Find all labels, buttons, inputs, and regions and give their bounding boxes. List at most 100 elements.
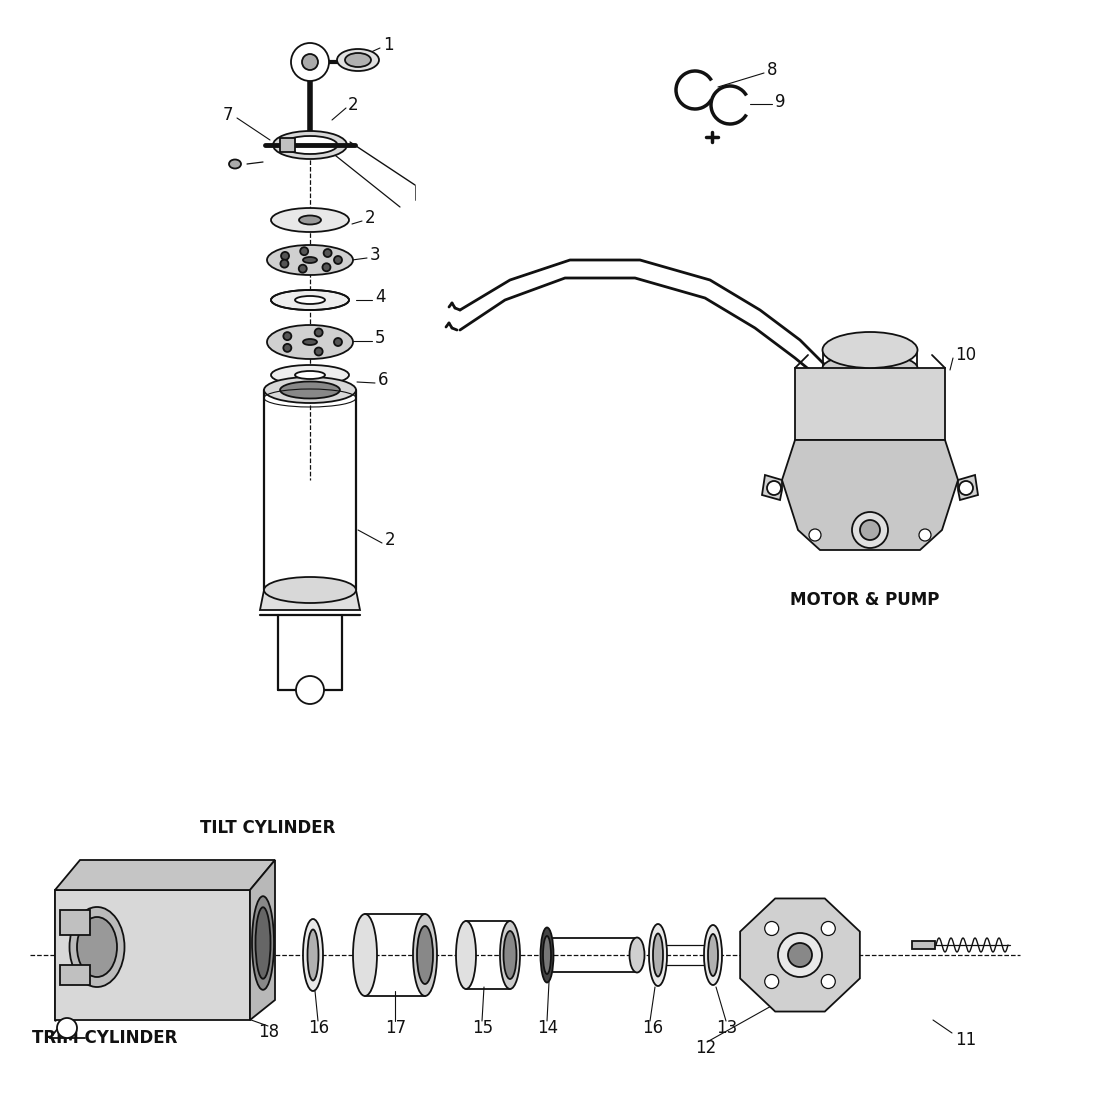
Ellipse shape — [704, 925, 722, 985]
Ellipse shape — [823, 332, 917, 368]
Circle shape — [299, 265, 307, 273]
Circle shape — [334, 338, 342, 346]
Ellipse shape — [299, 216, 321, 224]
Text: 11: 11 — [955, 1031, 977, 1049]
Ellipse shape — [295, 296, 324, 304]
Text: 2: 2 — [348, 96, 359, 114]
Ellipse shape — [543, 936, 551, 974]
Circle shape — [57, 1018, 77, 1038]
Polygon shape — [782, 440, 958, 550]
Circle shape — [296, 676, 324, 704]
Polygon shape — [740, 899, 860, 1012]
Ellipse shape — [412, 914, 437, 996]
Ellipse shape — [77, 917, 117, 977]
Polygon shape — [260, 590, 360, 610]
Ellipse shape — [292, 43, 329, 81]
Text: 1: 1 — [383, 36, 394, 54]
Ellipse shape — [264, 578, 356, 603]
Ellipse shape — [271, 290, 349, 310]
Ellipse shape — [252, 896, 274, 990]
Text: 18: 18 — [258, 1023, 279, 1041]
Text: 17: 17 — [385, 1019, 406, 1037]
Ellipse shape — [540, 927, 553, 982]
Text: 7: 7 — [223, 106, 233, 124]
Circle shape — [767, 481, 781, 495]
Circle shape — [788, 943, 812, 967]
Ellipse shape — [649, 924, 667, 986]
Polygon shape — [60, 910, 90, 935]
Ellipse shape — [353, 914, 377, 996]
Circle shape — [808, 529, 821, 541]
Ellipse shape — [295, 371, 324, 380]
Text: 14: 14 — [537, 1019, 558, 1037]
Text: 10: 10 — [955, 346, 976, 364]
Ellipse shape — [280, 382, 340, 398]
Ellipse shape — [456, 921, 476, 989]
Circle shape — [764, 922, 779, 935]
Text: 2: 2 — [385, 531, 396, 549]
Circle shape — [764, 975, 779, 989]
Ellipse shape — [283, 136, 338, 154]
Text: 3: 3 — [370, 246, 381, 264]
Ellipse shape — [500, 921, 520, 989]
Ellipse shape — [629, 937, 645, 972]
Circle shape — [852, 512, 888, 548]
Ellipse shape — [271, 208, 349, 232]
Circle shape — [284, 332, 292, 340]
Text: MOTOR & PUMP: MOTOR & PUMP — [790, 591, 939, 609]
Ellipse shape — [504, 931, 517, 979]
Ellipse shape — [271, 365, 349, 385]
Ellipse shape — [308, 930, 319, 980]
Text: 15: 15 — [472, 1019, 493, 1037]
Circle shape — [860, 520, 880, 540]
Circle shape — [284, 344, 292, 352]
Ellipse shape — [69, 908, 124, 987]
Circle shape — [282, 252, 289, 260]
Polygon shape — [250, 860, 275, 1020]
Polygon shape — [912, 940, 935, 949]
Ellipse shape — [273, 131, 346, 160]
Text: 2: 2 — [365, 209, 375, 227]
Text: TILT CYLINDER: TILT CYLINDER — [200, 820, 336, 837]
Text: 9: 9 — [776, 94, 785, 111]
Text: 4: 4 — [375, 288, 385, 306]
Ellipse shape — [229, 160, 241, 168]
Ellipse shape — [302, 918, 323, 991]
Circle shape — [323, 249, 331, 257]
Polygon shape — [55, 860, 275, 890]
Polygon shape — [55, 890, 250, 1020]
Text: 16: 16 — [642, 1019, 663, 1037]
Text: 13: 13 — [716, 1019, 737, 1037]
Circle shape — [778, 933, 822, 977]
Ellipse shape — [302, 54, 318, 70]
Ellipse shape — [255, 908, 271, 979]
Text: 12: 12 — [695, 1040, 716, 1057]
Ellipse shape — [337, 50, 379, 72]
Circle shape — [822, 975, 835, 989]
Text: 5: 5 — [375, 329, 385, 346]
Polygon shape — [280, 138, 295, 152]
Polygon shape — [762, 475, 782, 500]
Circle shape — [918, 529, 931, 541]
Ellipse shape — [267, 245, 353, 275]
Ellipse shape — [653, 934, 663, 977]
Circle shape — [334, 256, 342, 264]
Circle shape — [315, 348, 322, 355]
Ellipse shape — [823, 354, 917, 382]
Ellipse shape — [264, 377, 356, 403]
Ellipse shape — [417, 926, 433, 984]
Circle shape — [822, 922, 835, 935]
Text: 16: 16 — [308, 1019, 329, 1037]
Circle shape — [959, 481, 974, 495]
Ellipse shape — [345, 53, 371, 67]
Polygon shape — [958, 475, 978, 500]
Text: 8: 8 — [767, 60, 778, 79]
Ellipse shape — [267, 324, 353, 359]
Ellipse shape — [302, 257, 317, 263]
Circle shape — [322, 263, 330, 272]
Text: 6: 6 — [378, 371, 388, 389]
Polygon shape — [60, 965, 90, 985]
Text: TRIM CYLINDER: TRIM CYLINDER — [32, 1028, 177, 1047]
Ellipse shape — [708, 934, 718, 976]
Ellipse shape — [302, 339, 317, 345]
